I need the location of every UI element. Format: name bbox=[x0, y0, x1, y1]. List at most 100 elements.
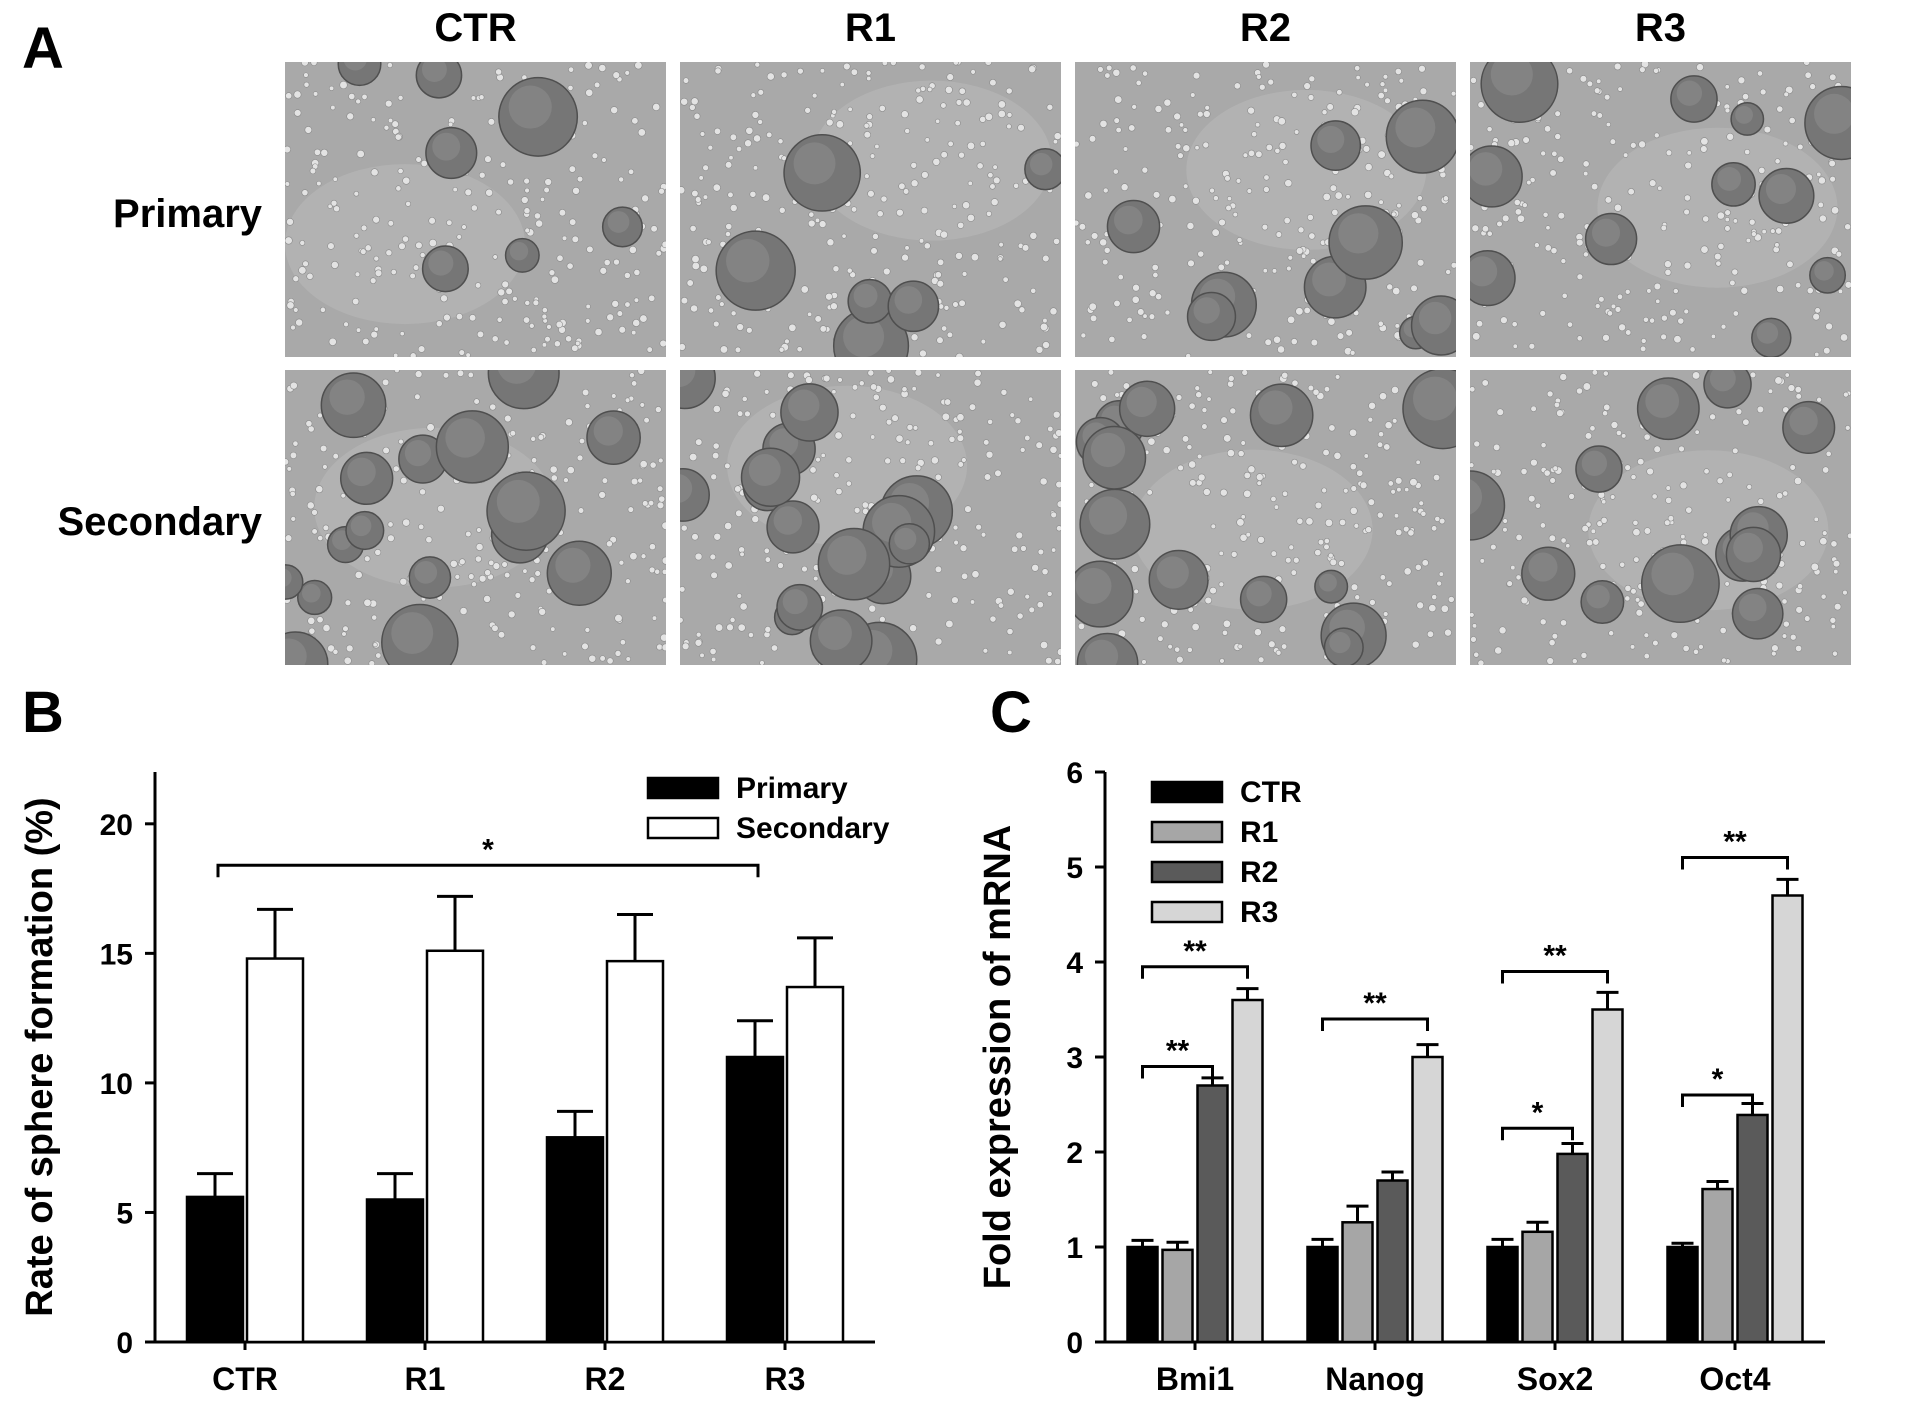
single-cell bbox=[1731, 268, 1739, 276]
single-cell bbox=[1182, 183, 1189, 189]
single-cell bbox=[1322, 192, 1331, 201]
single-cell bbox=[1420, 205, 1428, 213]
single-cell bbox=[1678, 445, 1685, 453]
single-cell bbox=[1670, 631, 1679, 639]
single-cell bbox=[1829, 175, 1836, 183]
y-tick-label: 15 bbox=[100, 938, 133, 971]
single-cell bbox=[1174, 143, 1182, 150]
single-cell bbox=[1557, 155, 1565, 163]
single-cell bbox=[1749, 371, 1757, 379]
single-cell bbox=[452, 186, 458, 193]
single-cell bbox=[1442, 195, 1449, 202]
single-cell bbox=[1593, 87, 1601, 94]
single-cell bbox=[319, 306, 326, 313]
single-cell bbox=[870, 383, 878, 391]
single-cell bbox=[1270, 495, 1277, 503]
single-cell bbox=[961, 457, 967, 463]
single-cell bbox=[952, 301, 959, 308]
single-cell bbox=[680, 586, 686, 593]
single-cell bbox=[819, 325, 827, 333]
single-cell bbox=[1513, 199, 1521, 206]
single-cell bbox=[1576, 273, 1584, 281]
column-label-ctr: CTR bbox=[434, 6, 517, 50]
single-cell bbox=[1112, 168, 1119, 175]
single-cell bbox=[599, 655, 606, 662]
single-cell bbox=[904, 128, 911, 134]
single-cell bbox=[504, 414, 512, 423]
single-cell bbox=[1776, 284, 1785, 293]
single-cell bbox=[1131, 104, 1137, 110]
cell-sphere-highlight bbox=[421, 62, 447, 82]
single-cell bbox=[1387, 480, 1394, 487]
single-cell bbox=[885, 418, 893, 426]
single-cell bbox=[1679, 481, 1688, 490]
single-cell bbox=[1725, 497, 1731, 503]
cell-sphere-highlight bbox=[607, 211, 630, 233]
single-cell bbox=[507, 610, 516, 619]
single-cell bbox=[761, 193, 771, 202]
single-cell bbox=[1237, 450, 1245, 457]
single-cell bbox=[710, 571, 718, 580]
single-cell bbox=[330, 105, 336, 111]
single-cell bbox=[435, 320, 443, 328]
single-cell bbox=[591, 152, 599, 160]
single-cell bbox=[353, 232, 360, 239]
single-cell bbox=[976, 162, 984, 170]
single-cell bbox=[1431, 594, 1438, 600]
single-cell bbox=[656, 485, 664, 492]
single-cell bbox=[1382, 74, 1389, 80]
single-cell bbox=[1833, 569, 1839, 575]
single-cell bbox=[1603, 93, 1611, 101]
single-cell bbox=[940, 102, 947, 109]
single-cell bbox=[637, 128, 646, 137]
single-cell bbox=[619, 639, 626, 646]
single-cell bbox=[807, 219, 816, 228]
cell-sphere-highlight bbox=[414, 561, 438, 584]
cell-sphere-highlight bbox=[1418, 301, 1452, 335]
single-cell bbox=[1097, 66, 1104, 73]
significance-bracket bbox=[1681, 856, 1789, 870]
y-tick-label: 2 bbox=[1066, 1137, 1083, 1170]
single-cell bbox=[1560, 258, 1567, 264]
single-cell bbox=[322, 464, 328, 470]
single-cell bbox=[728, 155, 734, 161]
single-cell bbox=[835, 120, 844, 129]
single-cell bbox=[285, 92, 293, 100]
single-cell bbox=[1776, 492, 1784, 500]
single-cell bbox=[612, 71, 620, 79]
single-cell bbox=[989, 78, 997, 87]
single-cell bbox=[584, 62, 593, 70]
single-cell bbox=[1020, 545, 1027, 552]
bar-ctr-sox2 bbox=[1486, 1245, 1519, 1344]
single-cell bbox=[1515, 574, 1522, 581]
single-cell bbox=[921, 171, 929, 179]
single-cell bbox=[1789, 633, 1797, 641]
single-cell bbox=[437, 504, 445, 513]
legend-swatch-ctr bbox=[1150, 780, 1224, 804]
single-cell bbox=[1661, 314, 1668, 322]
single-cell bbox=[301, 189, 309, 197]
single-cell bbox=[1227, 380, 1235, 388]
single-cell bbox=[1182, 144, 1191, 153]
single-cell bbox=[1782, 140, 1789, 147]
single-cell bbox=[1338, 560, 1345, 567]
single-cell bbox=[293, 109, 302, 117]
single-cell bbox=[315, 485, 324, 494]
single-cell bbox=[1450, 262, 1456, 269]
single-cell bbox=[837, 377, 843, 383]
single-cell bbox=[699, 652, 705, 659]
single-cell bbox=[1591, 370, 1598, 376]
single-cell bbox=[1726, 471, 1733, 478]
single-cell bbox=[694, 552, 703, 561]
single-cell bbox=[1608, 630, 1615, 637]
single-cell bbox=[1833, 602, 1842, 611]
single-cell bbox=[1197, 110, 1204, 118]
single-cell bbox=[835, 488, 843, 496]
single-cell bbox=[1307, 384, 1314, 392]
single-cell bbox=[1673, 335, 1682, 344]
single-cell bbox=[1039, 477, 1048, 486]
single-cell bbox=[611, 393, 617, 399]
single-cell bbox=[980, 338, 986, 345]
single-cell bbox=[1112, 68, 1121, 77]
single-cell bbox=[911, 386, 917, 392]
